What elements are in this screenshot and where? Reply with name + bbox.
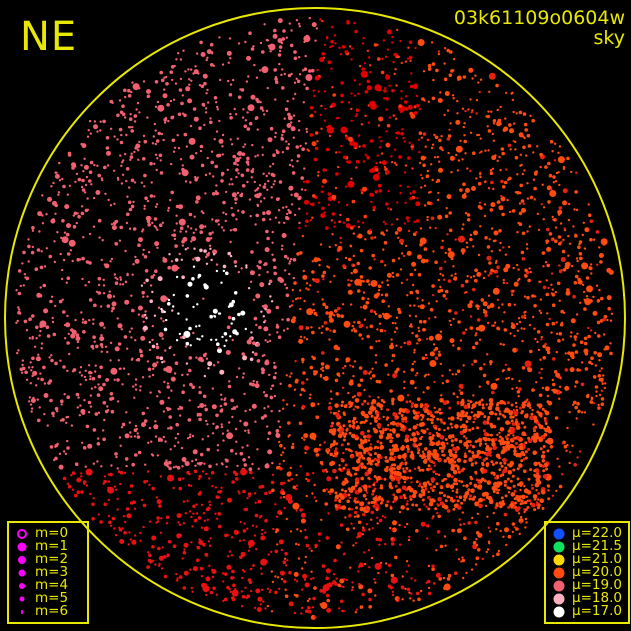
- observation-type: sky: [593, 27, 625, 49]
- magnitude-symbol-icon: [15, 566, 29, 579]
- magnitude-label: m=3: [35, 564, 69, 580]
- brightness-legend-item: μ=21.5: [552, 538, 622, 554]
- brightness-label: μ=22.0: [572, 525, 622, 541]
- magnitude-symbol-icon: [15, 592, 29, 605]
- brightness-swatch-icon: [552, 540, 566, 553]
- magnitude-symbol-icon: [15, 553, 29, 566]
- brightness-swatch-icon: [552, 605, 566, 618]
- brightness-legend-item: μ=19.0: [552, 577, 622, 593]
- observation-id: 03k61109o0604w: [453, 7, 625, 29]
- magnitude-symbol-icon: [15, 527, 29, 540]
- star-field: [15, 16, 614, 620]
- brightness-swatch-icon: [552, 566, 566, 579]
- brightness-label: μ=21.5: [572, 538, 622, 554]
- brightness-label: μ=19.0: [572, 577, 622, 593]
- magnitude-symbol-icon: [15, 605, 29, 618]
- brightness-label: μ=18.0: [572, 590, 622, 606]
- brightness-label: μ=21.0: [572, 551, 622, 567]
- magnitude-legend-item: m=4: [15, 577, 81, 593]
- magnitude-label: m=1: [35, 538, 69, 554]
- magnitude-label: m=0: [35, 525, 69, 541]
- magnitude-legend: m=0 m=1 m=2 m=3 m=4 m=5 m=6: [7, 521, 89, 624]
- magnitude-legend-item: m=6: [15, 603, 81, 619]
- brightness-label: μ=17.0: [572, 603, 622, 619]
- brightness-legend-item: μ=20.0: [552, 564, 622, 580]
- brightness-swatch-icon: [552, 527, 566, 540]
- magnitude-symbol-icon: [15, 579, 29, 592]
- magnitude-label: m=4: [35, 577, 69, 593]
- direction-label: NE: [20, 14, 78, 60]
- magnitude-legend-item: m=3: [15, 564, 81, 580]
- brightness-swatch-icon: [552, 592, 566, 605]
- brightness-legend-item: μ=18.0: [552, 590, 622, 606]
- brightness-legend: μ=22.0 μ=21.5 μ=21.0 μ=20.0 μ=19.0 μ=18.0 μ=17…: [544, 521, 630, 624]
- magnitude-label: m=6: [35, 603, 69, 619]
- brightness-legend-item: μ=17.0: [552, 603, 622, 619]
- magnitude-label: m=5: [35, 590, 69, 606]
- magnitude-legend-item: m=5: [15, 590, 81, 606]
- brightness-label: μ=20.0: [572, 564, 622, 580]
- magnitude-legend-item: m=1: [15, 538, 81, 554]
- brightness-swatch-icon: [552, 579, 566, 592]
- magnitude-legend-item: m=0: [15, 525, 81, 541]
- magnitude-legend-item: m=2: [15, 551, 81, 567]
- brightness-legend-item: μ=22.0: [552, 525, 622, 541]
- brightness-legend-item: μ=21.0: [552, 551, 622, 567]
- observation-info: 03k61109o0604w sky: [454, 8, 625, 48]
- magnitude-symbol-icon: [15, 540, 29, 553]
- brightness-swatch-icon: [552, 553, 566, 566]
- horizon-circle: [4, 7, 626, 629]
- magnitude-label: m=2: [35, 551, 69, 567]
